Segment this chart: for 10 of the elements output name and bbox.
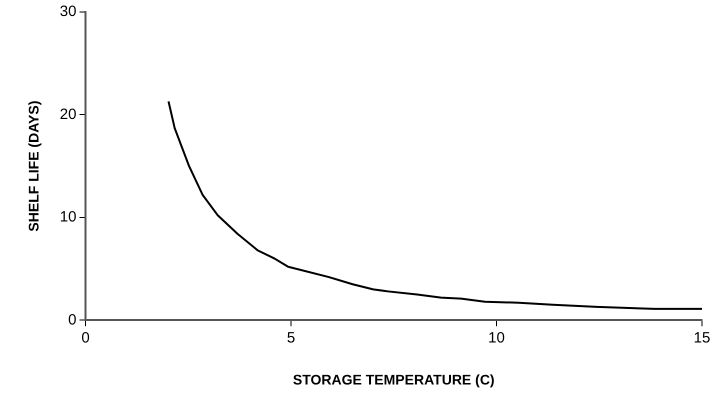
y-tick-label: 10 xyxy=(60,208,76,226)
x-tick-label: 10 xyxy=(488,329,505,346)
x-tick-label: 0 xyxy=(81,329,90,346)
y-tick-label: 0 xyxy=(68,311,76,328)
x-tick-label: 5 xyxy=(286,329,296,346)
y-tick-label: 30 xyxy=(60,3,76,20)
x-tick-label: 15 xyxy=(694,329,710,346)
y-tick-label: 20 xyxy=(60,106,76,123)
x-axis-title: STORAGE TEMPERATURE (C) xyxy=(292,371,495,388)
y-axis-title: SHELF LIFE (DAYS) xyxy=(25,100,42,232)
